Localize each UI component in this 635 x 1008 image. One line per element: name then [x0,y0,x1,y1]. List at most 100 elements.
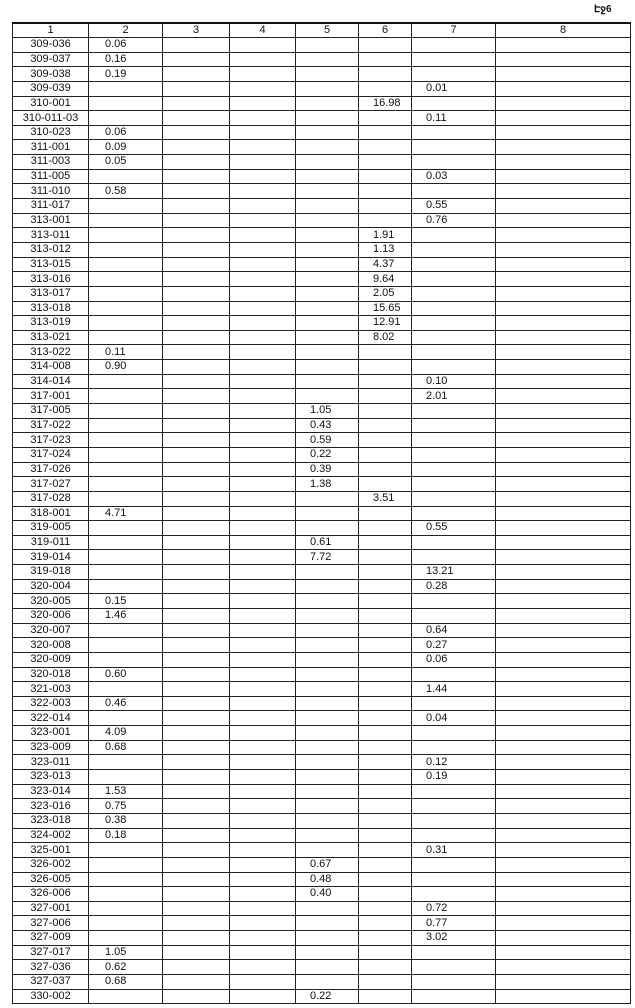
row-code: 323-014 [12,783,89,800]
row-code: 317-022 [12,417,89,434]
cell-col-2 [88,476,163,492]
cell-col-6 [358,725,412,741]
row-code: 320-006 [12,607,89,624]
cell-col-6 [358,139,412,156]
cell-col-6 [358,739,412,756]
cell-col-6 [358,798,412,814]
cell-col-6: 2.05 [358,285,412,302]
table-row: 313-001 0.76 [12,212,631,229]
cell-col-8 [495,988,631,1005]
column-header-7: 7 [411,22,496,38]
cell-col-3 [162,798,230,814]
cell-col-2 [88,564,163,580]
cell-col-4 [229,51,296,68]
cell-col-8 [495,403,631,419]
cell-col-5 [295,798,359,814]
cell-col-5: 0.43 [295,417,359,434]
cell-col-4 [229,856,296,873]
cell-col-6: 12.91 [358,315,412,331]
cell-col-5: 0.22 [295,988,359,1005]
cell-col-2 [88,578,163,595]
row-code: 326-002 [12,856,89,873]
row-code: 322-003 [12,695,89,712]
cell-col-8 [495,505,631,522]
table-row: 321-003 1.44 [12,681,631,697]
cell-col-6 [358,373,412,390]
row-code: 320-004 [12,578,89,595]
cell-col-2: 0.68 [88,739,163,756]
cell-col-3 [162,593,230,609]
cell-col-5 [295,373,359,390]
cell-col-8 [495,80,631,97]
cell-col-7 [411,183,496,200]
cell-col-6 [358,988,412,1005]
cell-col-3 [162,739,230,756]
cell-col-3 [162,915,230,932]
row-code: 326-005 [12,871,89,888]
cell-col-8 [495,432,631,448]
cell-col-4 [229,666,296,683]
cell-col-2 [88,446,163,463]
cell-col-3 [162,490,230,507]
cell-col-5 [295,915,359,932]
cell-col-6 [358,37,412,53]
cell-col-4 [229,124,296,141]
cell-col-3 [162,842,230,858]
cell-col-4 [229,446,296,463]
cell-col-2 [88,534,163,551]
cell-col-3 [162,769,230,785]
table-row: 311-003 0.05 [12,154,631,170]
cell-col-3 [162,564,230,580]
cell-col-5 [295,388,359,405]
cell-col-5 [295,139,359,156]
cell-col-4 [229,388,296,405]
cell-col-5 [295,564,359,580]
cell-col-2: 0.60 [88,666,163,683]
cell-col-7 [411,432,496,448]
table-row: 313-011 1.91 [12,227,631,243]
cell-col-8 [495,51,631,68]
cell-col-7: 0.12 [411,754,496,771]
cell-col-4 [229,505,296,522]
cell-col-2 [88,886,163,902]
cell-col-4 [229,285,296,302]
cell-col-2 [88,168,163,185]
cell-col-2 [88,329,163,346]
cell-col-5: 7.72 [295,549,359,566]
cell-col-4 [229,549,296,566]
table-row: 311-010 0.58 [12,183,631,200]
cell-col-3 [162,710,230,727]
cell-col-2 [88,256,163,273]
table-row: 322-003 0.46 [12,695,631,712]
cell-col-8 [495,900,631,917]
cell-col-4 [229,900,296,917]
table-row: 309-038 0.19 [12,66,631,82]
cell-col-8 [495,930,631,946]
cell-col-4 [229,154,296,170]
table-row: 310-023 0.06 [12,124,631,141]
table-row: 310-011-03 0.11 [12,110,631,126]
cell-col-3 [162,329,230,346]
table-row: 326-002 0.67 [12,856,631,873]
cell-col-6 [358,564,412,580]
row-code: 310-023 [12,124,89,141]
cell-col-4 [229,80,296,97]
cell-col-8 [495,607,631,624]
cell-col-2: 0.09 [88,139,163,156]
cell-col-4 [229,578,296,595]
cell-col-5 [295,66,359,82]
cell-col-8 [495,241,631,258]
cell-col-6 [358,622,412,639]
cell-col-5 [295,95,359,112]
table-row: 323-016 0.75 [12,798,631,814]
row-code: 323-011 [12,754,89,771]
table-row: 327-006 0.77 [12,915,631,932]
table-row: 313-012 1.13 [12,241,631,258]
cell-col-2 [88,315,163,331]
cell-col-5: 0.40 [295,886,359,902]
cell-col-2: 4.71 [88,505,163,522]
cell-col-6 [358,959,412,975]
cell-col-6: 15.65 [358,300,412,317]
